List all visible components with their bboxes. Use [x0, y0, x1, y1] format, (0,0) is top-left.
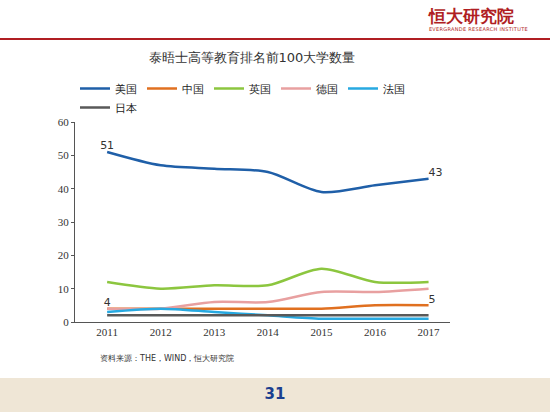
svg-text:2014: 2014 — [257, 326, 280, 338]
svg-text:0: 0 — [63, 316, 69, 328]
svg-text:43: 43 — [429, 166, 443, 179]
html-text:恒大研究院: 恒大研究院 — [428, 6, 514, 26]
svg-text:英国: 英国 — [249, 83, 271, 96]
svg-text:2016: 2016 — [364, 326, 387, 338]
svg-text:5: 5 — [429, 293, 436, 306]
svg-text:泰晤士高等教育排名前100大学数量: 泰晤士高等教育排名前100大学数量 — [149, 50, 356, 65]
svg-text:美国: 美国 — [115, 83, 137, 96]
svg-text:40: 40 — [58, 183, 70, 195]
svg-text:德国: 德国 — [316, 83, 338, 96]
html-text:31: 31 — [264, 385, 286, 403]
html-text:EVERGRANDE RESEARCH INSTITUTE: EVERGRANDE RESEARCH INSTITUTE — [428, 26, 528, 32]
svg-text:2012: 2012 — [150, 326, 172, 338]
svg-text:法国: 法国 — [383, 83, 405, 96]
svg-text:50: 50 — [58, 149, 70, 161]
svg-text:30: 30 — [58, 216, 70, 228]
svg-text:60: 60 — [58, 116, 70, 128]
svg-text:10: 10 — [58, 283, 70, 295]
svg-text:4: 4 — [104, 296, 111, 309]
svg-text:日本: 日本 — [115, 102, 137, 115]
svg-text:中国: 中国 — [182, 83, 204, 96]
html-text:资料来源：THE，WIND，恒大研究院: 资料来源：THE，WIND，恒大研究院 — [100, 354, 235, 363]
svg-text:2017: 2017 — [418, 326, 441, 338]
svg-text:2015: 2015 — [310, 326, 333, 338]
svg-text:20: 20 — [58, 249, 70, 261]
svg-text:2013: 2013 — [203, 326, 226, 338]
svg-text:2011: 2011 — [96, 326, 118, 338]
svg-text:51: 51 — [100, 139, 114, 152]
